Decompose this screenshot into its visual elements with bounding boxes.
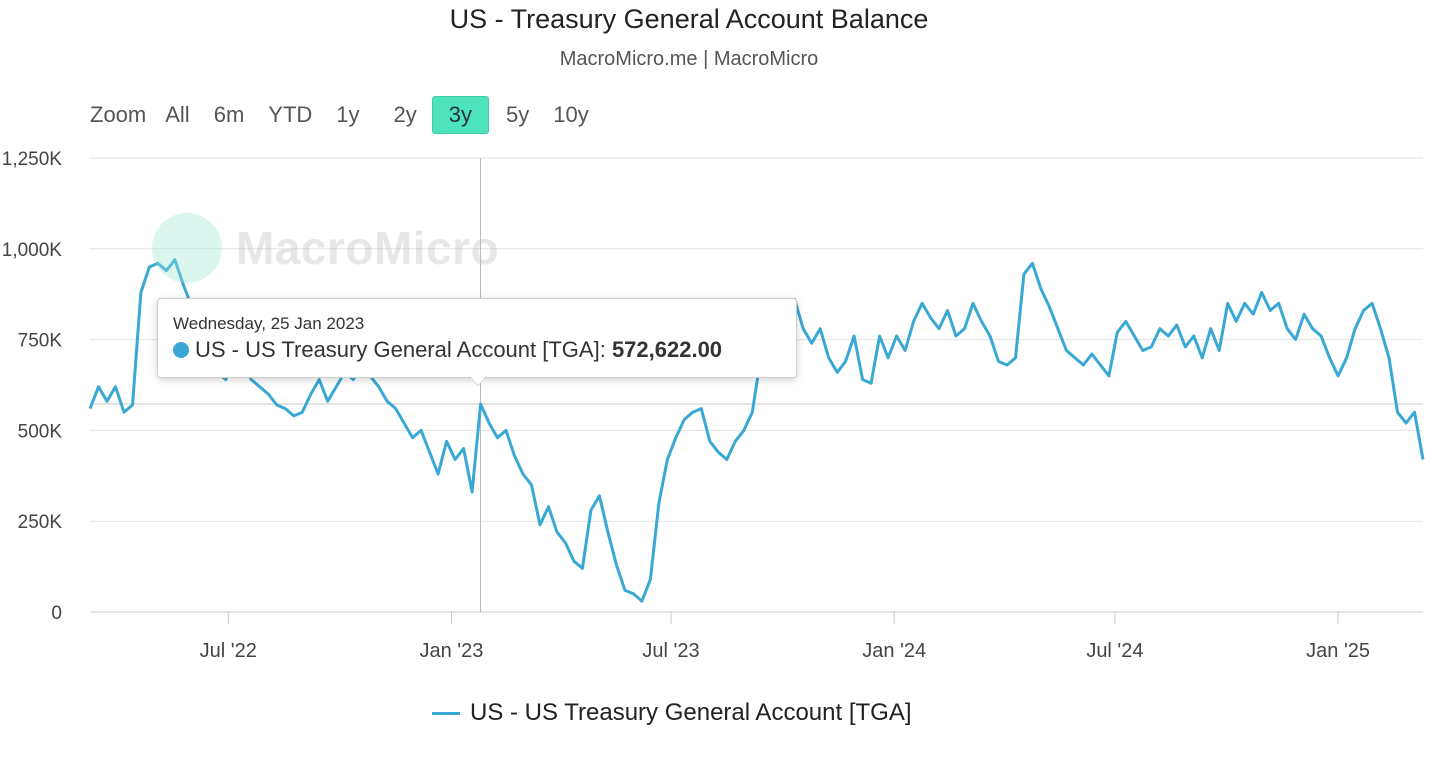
tooltip-series-row: US - US Treasury General Account [TGA]: … bbox=[173, 337, 722, 363]
range-button-3y[interactable]: 3y bbox=[431, 96, 490, 134]
x-tick-label: Jan '23 bbox=[420, 640, 484, 662]
x-tick-label: Jul '22 bbox=[200, 640, 257, 662]
y-tick-label: 750K bbox=[18, 331, 63, 352]
series-line-tga[interactable] bbox=[88, 258, 1425, 603]
watermark-logo: MacroMicro bbox=[152, 213, 499, 283]
range-selector: Zoom All 6m YTD 1y 2y 3y 5y 10y bbox=[90, 95, 604, 135]
y-tick-label: 0 bbox=[51, 603, 62, 624]
legend-label[interactable]: US - US Treasury General Account [TGA] bbox=[470, 699, 912, 726]
legend[interactable]: US - US Treasury General Account [TGA] bbox=[432, 699, 912, 727]
range-button-all[interactable]: All bbox=[165, 102, 190, 127]
x-tick-label: Jul '24 bbox=[1086, 640, 1143, 662]
y-tick-label: 250K bbox=[18, 512, 63, 533]
x-tick-label: Jul '23 bbox=[642, 640, 699, 662]
y-tick-label: 1,250K bbox=[2, 149, 63, 170]
x-tick-label: Jan '25 bbox=[1306, 640, 1370, 662]
chart-title: US - Treasury General Account Balance bbox=[449, 4, 929, 34]
y-tick-label: 1,000K bbox=[2, 240, 63, 261]
range-button-10y[interactable]: 10y bbox=[553, 102, 589, 127]
tooltip-arrow bbox=[469, 375, 487, 385]
range-button-2y[interactable]: 2y bbox=[393, 102, 417, 127]
legend-swatch-icon bbox=[432, 711, 460, 715]
x-axis-labels: Jul '22 Jan '23 Jul '23 Jan '24 Jul '24 Jan '… bbox=[200, 612, 1370, 662]
range-button-ytd[interactable]: YTD bbox=[268, 102, 313, 127]
tooltip-date: Wednesday, 25 Jan 2023 bbox=[173, 314, 365, 333]
x-tick-label: Jan '24 bbox=[862, 640, 926, 662]
watermark-text: MacroMicro bbox=[236, 222, 500, 274]
chart-subtitle: MacroMicro.me | MacroMicro bbox=[559, 48, 819, 70]
macromicro-logo-icon bbox=[152, 213, 222, 283]
range-button-1y[interactable]: 1y bbox=[336, 102, 360, 127]
grid-lines bbox=[90, 157, 1423, 613]
series-dot-icon bbox=[173, 342, 189, 358]
zoom-label: Zoom bbox=[90, 102, 147, 127]
y-axis-labels: 0 250K 500K 750K 1,000K 1,250K bbox=[2, 149, 63, 624]
range-button-6m[interactable]: 6m bbox=[213, 102, 245, 127]
range-button-5y[interactable]: 5y bbox=[506, 102, 530, 127]
y-tick-label: 500K bbox=[18, 421, 63, 442]
tooltip-value: 572,622.00 bbox=[611, 337, 723, 362]
tooltip-series-label: US - US Treasury General Account [TGA] bbox=[195, 337, 600, 362]
tooltip: Wednesday, 25 Jan 2023 US - US Treasury … bbox=[157, 298, 797, 378]
